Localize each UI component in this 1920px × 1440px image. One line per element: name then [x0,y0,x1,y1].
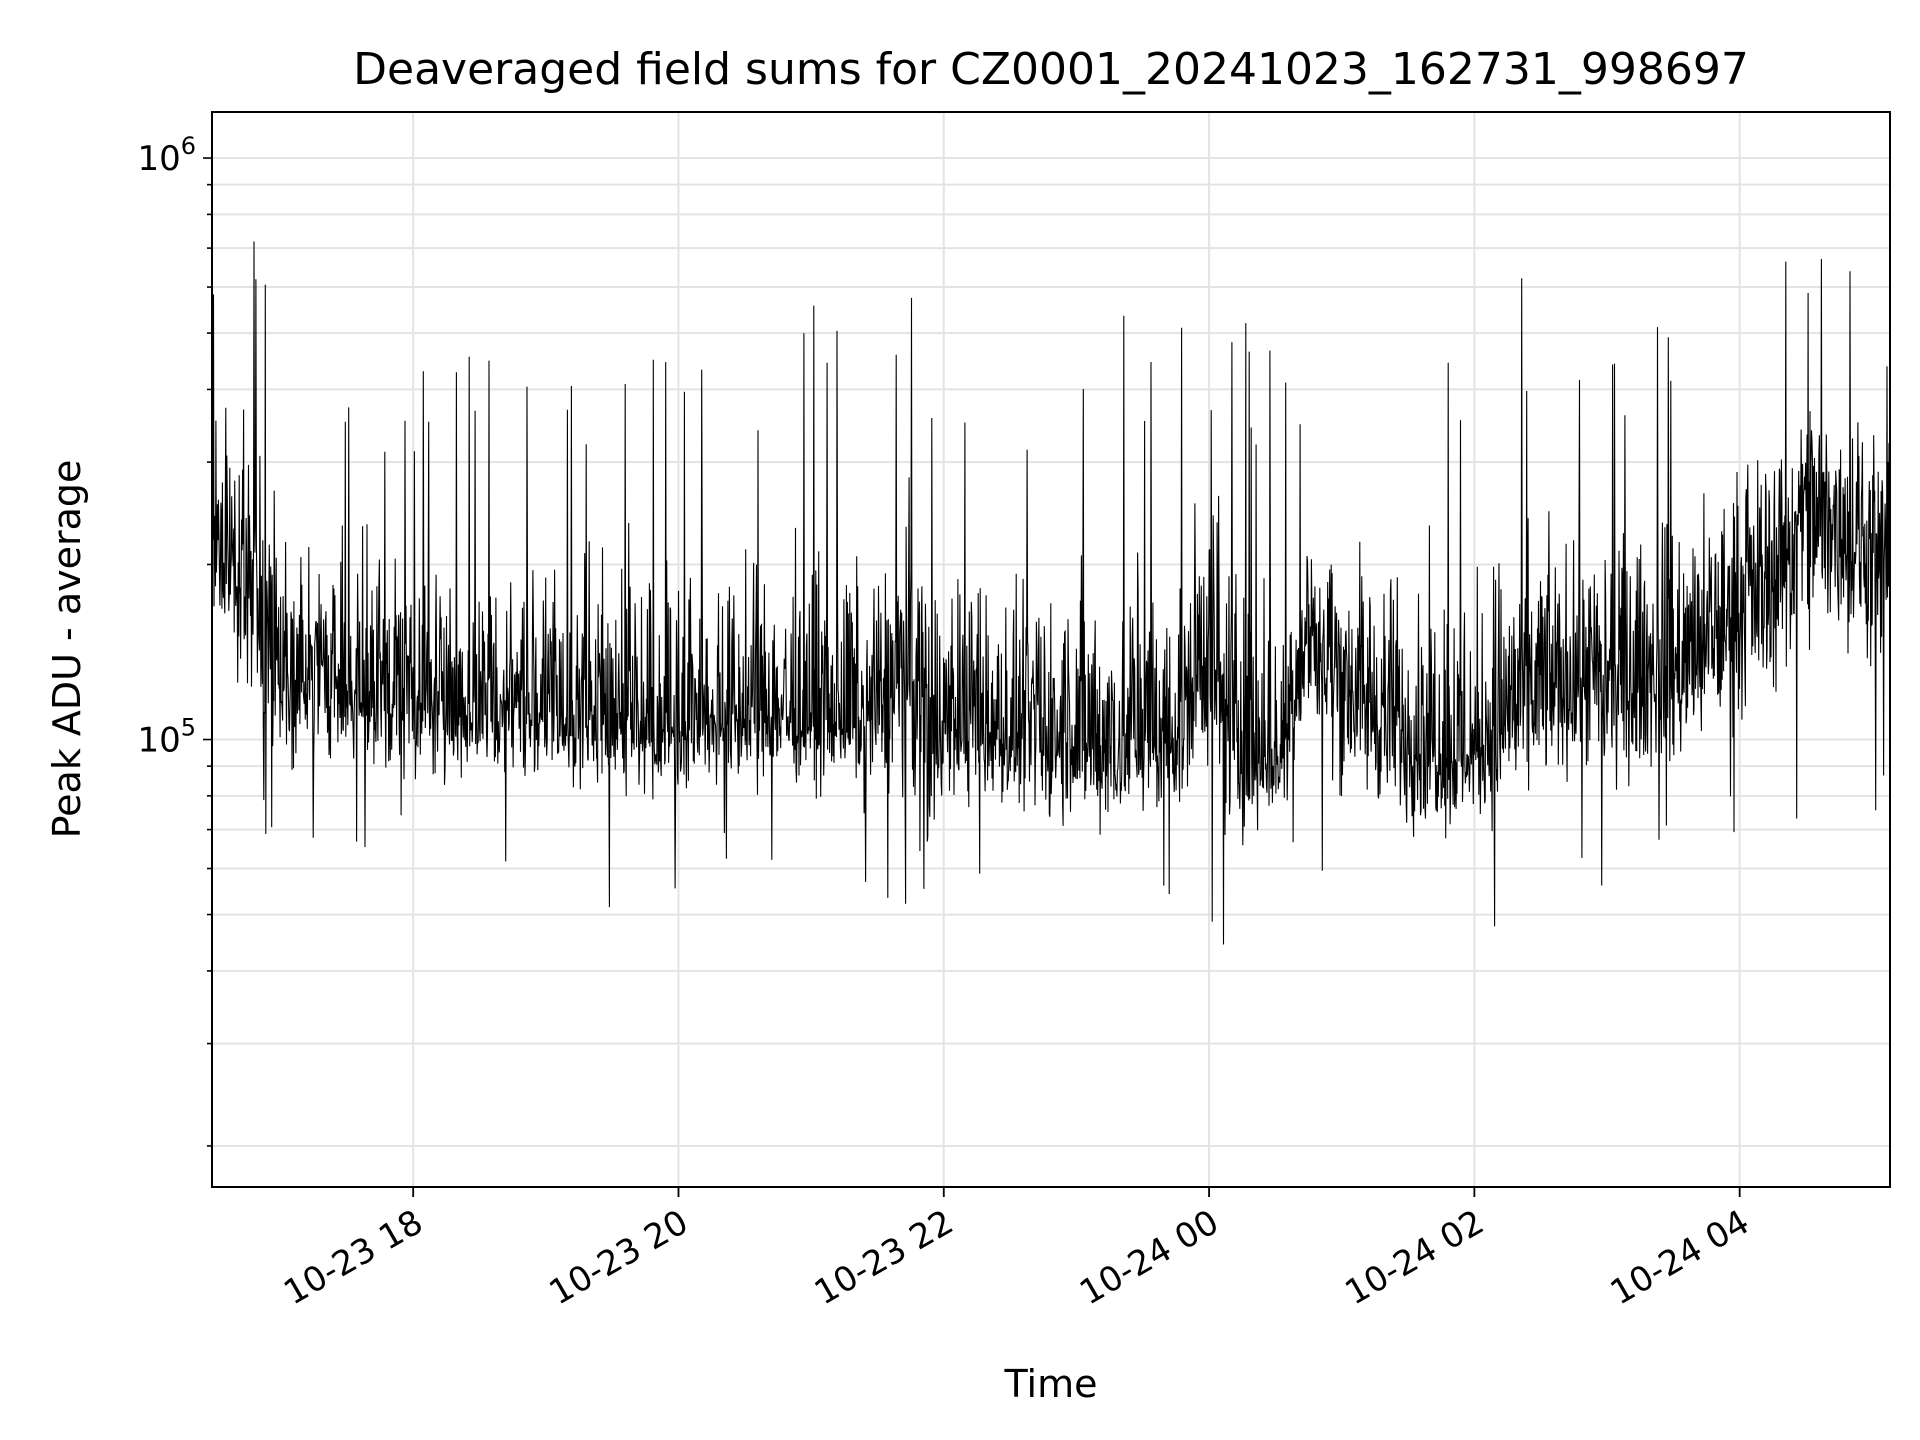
series-line [211,241,1891,945]
y-tick-label: 106 [137,132,196,179]
x-axis-label: Time [1004,1362,1098,1406]
chart-title: Deaveraged field sums for CZ0001_2024102… [353,44,1749,95]
y-axis-label: Peak ADU - average [45,460,89,839]
y-tick-label: 105 [137,714,196,761]
grid-lines [212,112,1890,1187]
plot-frame [211,111,1891,1188]
